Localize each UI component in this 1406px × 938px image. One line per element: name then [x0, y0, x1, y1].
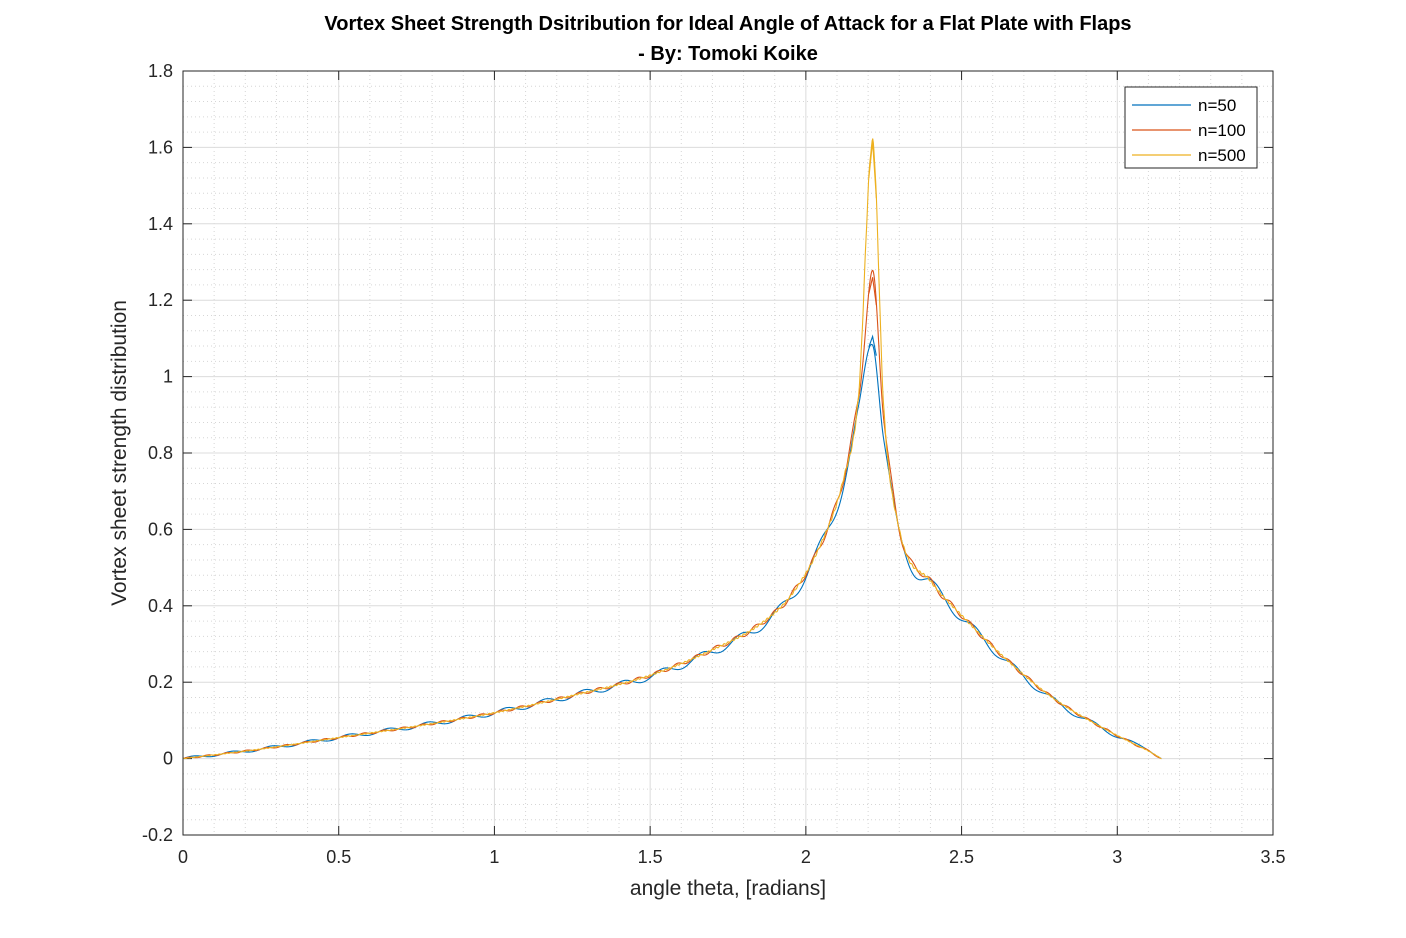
x-tick-label: 1.5	[638, 847, 663, 867]
y-tick-label: 0.8	[148, 443, 173, 463]
x-tick-label: 0	[178, 847, 188, 867]
series-line-n-500	[182, 138, 1162, 760]
chart-title: Vortex Sheet Strength Dsitribution for I…	[324, 13, 1131, 35]
y-tick-label: 0	[163, 749, 173, 769]
y-tick-label: 0.6	[148, 519, 173, 539]
y-tick-labels: -0.2 0 0.2 0.4 0.6 0.8 1 1.2 1.4 1.6 1.8	[142, 61, 173, 845]
x-tick-label: 1	[489, 847, 499, 867]
x-tick-label: 0.5	[326, 847, 351, 867]
y-tick-label: 1.2	[148, 290, 173, 310]
major-grid	[183, 71, 1273, 835]
x-axis-label: angle theta, [radians]	[630, 877, 826, 900]
x-tick-label: 3	[1112, 847, 1122, 867]
x-tick-label: 2.5	[949, 847, 974, 867]
series-peak-n-500	[868, 141, 877, 199]
series-line-n-50	[182, 343, 1162, 760]
legend-label: n=100	[1198, 121, 1246, 140]
legend: n=50 n=100 n=500	[1124, 86, 1258, 169]
y-tick-label: 1.4	[148, 214, 173, 234]
x-tick-label: 2	[801, 847, 811, 867]
y-tick-label: 1.6	[148, 137, 173, 157]
legend-label: n=500	[1198, 146, 1246, 165]
x-tick-labels: 0 0.5 1 1.5 2 2.5 3 3.5	[178, 847, 1286, 867]
y-tick-label: 1	[163, 367, 173, 387]
y-axis-label: Vortex sheet strength distribution	[108, 300, 131, 606]
y-tick-label: 1.8	[148, 61, 173, 81]
y-tick-label: 0.2	[148, 672, 173, 692]
legend-label: n=50	[1198, 96, 1236, 115]
y-tick-label: 0.4	[148, 596, 173, 616]
minor-grid	[183, 71, 1273, 835]
x-tick-label: 3.5	[1260, 847, 1285, 867]
chart-subtitle: - By: Tomoki Koike	[638, 43, 818, 65]
plot-frame	[182, 70, 1274, 836]
series-peak-n-100	[868, 277, 877, 306]
series-peak-n-50	[868, 334, 877, 356]
y-tick-label: -0.2	[142, 825, 173, 845]
series-layer	[182, 138, 1162, 760]
